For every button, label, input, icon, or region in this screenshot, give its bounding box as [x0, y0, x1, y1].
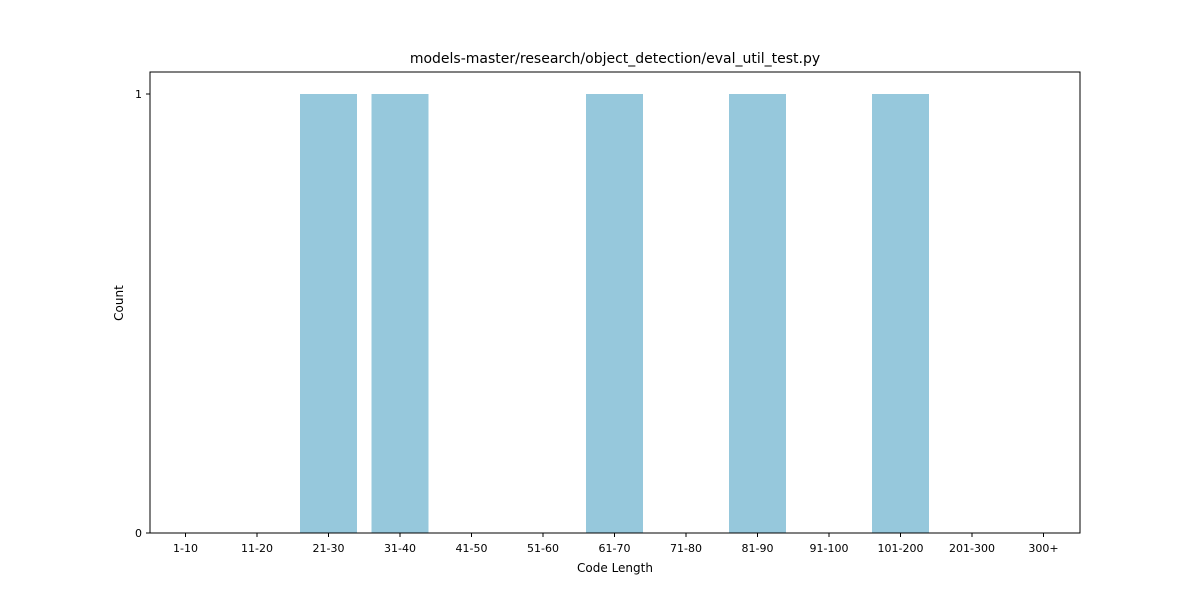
- bar-81-90: [729, 94, 786, 533]
- x-tick-label: 11-20: [241, 542, 273, 555]
- bar-31-40: [372, 94, 429, 533]
- x-tick-label: 41-50: [456, 542, 488, 555]
- bar-101-200: [872, 94, 929, 533]
- x-tick-label: 300+: [1028, 542, 1058, 555]
- bars-group: [300, 94, 929, 533]
- x-tick-label: 51-60: [527, 542, 559, 555]
- bar-21-30: [300, 94, 357, 533]
- y-axis: 01: [135, 88, 150, 540]
- x-tick-label: 61-70: [599, 542, 631, 555]
- x-axis: 1-10 11-20 21-30 31-40 41-50 51-60 61-70 71-80 8…: [173, 533, 1059, 555]
- x-tick-label: 91-100: [810, 542, 849, 555]
- x-tick-label: 1-10: [173, 542, 198, 555]
- y-axis-label: Count: [112, 285, 126, 321]
- chart-title: models-master/research/object_detection/…: [410, 51, 820, 67]
- x-tick-label: 201-300: [949, 542, 995, 555]
- y-tick-label: 0: [135, 527, 142, 540]
- x-tick-label: 81-90: [742, 542, 774, 555]
- x-tick-label: 31-40: [384, 542, 416, 555]
- y-tick-label: 1: [135, 88, 142, 101]
- x-tick-label: 101-200: [878, 542, 924, 555]
- x-axis-label: Code Length: [577, 561, 653, 575]
- bar-61-70: [586, 94, 643, 533]
- x-tick-label: 71-80: [670, 542, 702, 555]
- x-tick-label: 21-30: [313, 542, 345, 555]
